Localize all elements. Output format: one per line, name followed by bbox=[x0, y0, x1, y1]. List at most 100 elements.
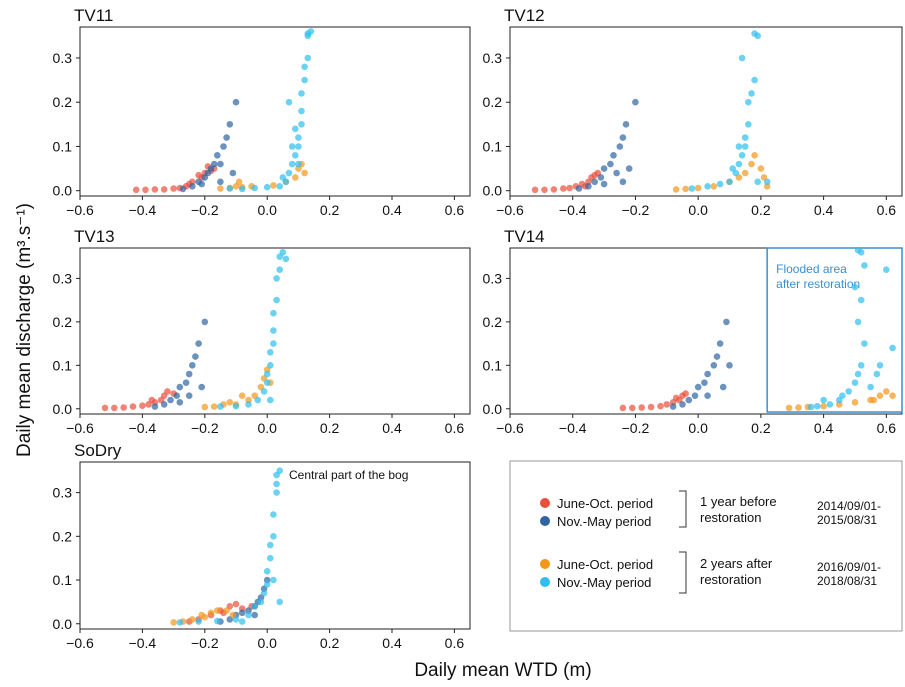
x-tick-label: −0.6 bbox=[496, 202, 524, 218]
data-point bbox=[814, 402, 821, 410]
data-point bbox=[541, 186, 548, 194]
data-point bbox=[245, 401, 252, 408]
data-point bbox=[270, 340, 277, 347]
x-tick-label: 0.6 bbox=[877, 202, 897, 218]
flooded-area-label-line2: after restoration bbox=[776, 277, 860, 291]
x-tick-label: 0.0 bbox=[688, 202, 708, 218]
data-point bbox=[220, 143, 227, 150]
x-tick-label: 0.0 bbox=[257, 420, 277, 436]
data-point bbox=[735, 143, 743, 150]
data-point bbox=[151, 186, 159, 193]
data-point bbox=[704, 370, 711, 378]
data-point bbox=[870, 396, 878, 404]
data-point bbox=[282, 255, 290, 263]
data-point bbox=[245, 611, 252, 619]
data-point bbox=[217, 403, 224, 410]
data-point bbox=[741, 169, 749, 177]
data-point bbox=[270, 309, 277, 317]
data-point bbox=[745, 121, 752, 128]
data-point bbox=[176, 399, 184, 406]
data-point bbox=[763, 178, 771, 186]
data-point bbox=[550, 186, 558, 193]
legend-period-after-line1: 2 years after bbox=[700, 556, 773, 571]
legend-period-before-line1: 1 year before bbox=[700, 494, 777, 509]
data-point bbox=[638, 404, 645, 411]
plot-frame-tv14 bbox=[509, 247, 903, 415]
legend-label-june-oct-before: June-Oct. period bbox=[557, 496, 653, 511]
data-point bbox=[713, 353, 721, 360]
data-point bbox=[226, 399, 234, 406]
x-tick-label: −0.2 bbox=[622, 420, 650, 436]
data-point bbox=[270, 182, 277, 189]
data-point bbox=[854, 318, 862, 326]
x-tick-label: 0.2 bbox=[320, 635, 340, 651]
data-point bbox=[292, 152, 299, 159]
data-point bbox=[613, 169, 620, 177]
data-point bbox=[198, 383, 205, 391]
data-point bbox=[270, 327, 277, 334]
data-point bbox=[531, 186, 539, 194]
panel-tv11: TV11 −0.6 −0.4 −0.2 0.0 0.2 0.4 0.6 0.0 0.1 0.2 0.3 bbox=[53, 6, 471, 218]
data-point bbox=[298, 107, 305, 115]
data-point bbox=[101, 404, 109, 412]
data-point bbox=[273, 480, 280, 488]
y-tick-label: 0.0 bbox=[53, 616, 73, 632]
data-point bbox=[857, 362, 865, 369]
y-tick-label: 0.2 bbox=[53, 94, 73, 110]
flooded-area-box bbox=[766, 247, 903, 413]
data-point bbox=[619, 134, 627, 141]
panel-title-tv11: TV11 bbox=[74, 6, 113, 25]
data-point bbox=[251, 184, 258, 192]
y-tick-label: 0.1 bbox=[483, 138, 503, 154]
x-tick-label: −0.6 bbox=[66, 420, 94, 436]
data-point bbox=[214, 607, 221, 614]
data-point bbox=[201, 613, 209, 621]
legend-bracket-after bbox=[679, 551, 687, 594]
data-point bbox=[232, 98, 240, 106]
data-point bbox=[679, 401, 686, 408]
data-point bbox=[263, 568, 271, 575]
x-tick-label: 0.4 bbox=[814, 202, 834, 218]
legend-label-nov-may-before: Nov.-May period bbox=[557, 514, 651, 529]
data-point bbox=[129, 403, 137, 410]
data-point bbox=[263, 379, 271, 387]
legend-marker-june-oct-before bbox=[540, 498, 550, 508]
data-point bbox=[682, 185, 689, 193]
x-tick-label: −0.2 bbox=[191, 202, 219, 218]
data-point bbox=[217, 178, 224, 186]
data-point bbox=[232, 616, 240, 623]
data-point bbox=[270, 533, 277, 540]
data-point bbox=[738, 152, 746, 159]
data-point bbox=[260, 589, 268, 597]
x-tick-label: 0.0 bbox=[257, 202, 277, 218]
series-nov-may-after bbox=[226, 28, 315, 193]
data-point bbox=[751, 76, 758, 84]
data-point bbox=[185, 392, 193, 400]
data-point bbox=[223, 134, 230, 141]
data-point bbox=[217, 160, 224, 168]
plot-frame-tv11 bbox=[79, 26, 471, 197]
data-point bbox=[295, 160, 302, 168]
series-june-oct-after bbox=[170, 607, 237, 626]
x-axis-label: Daily mean WTD (m) bbox=[414, 660, 591, 681]
data-point bbox=[854, 246, 862, 254]
annotation-text: Central part of the bog bbox=[289, 468, 408, 482]
data-point bbox=[189, 616, 196, 623]
data-point bbox=[719, 383, 727, 391]
data-point bbox=[295, 134, 302, 141]
data-point bbox=[298, 121, 305, 128]
data-point bbox=[716, 340, 724, 347]
legend: June-Oct. period Nov.-May period 1 year … bbox=[509, 460, 903, 632]
x-tick-label: −0.4 bbox=[559, 420, 587, 436]
data-point bbox=[839, 392, 846, 400]
legend-dates-after-line2: 2018/08/31 bbox=[817, 574, 877, 588]
x-tick-label: −0.2 bbox=[191, 420, 219, 436]
data-point bbox=[807, 403, 815, 411]
legend-frame bbox=[509, 460, 903, 632]
data-point bbox=[691, 392, 699, 400]
data-point bbox=[301, 76, 308, 84]
data-point bbox=[585, 183, 592, 190]
x-tick-label: 0.0 bbox=[257, 635, 277, 651]
y-axis-label: Daily mean discharge (m³.s⁻¹) bbox=[14, 203, 35, 457]
y-tick-label: 0.3 bbox=[53, 270, 73, 286]
